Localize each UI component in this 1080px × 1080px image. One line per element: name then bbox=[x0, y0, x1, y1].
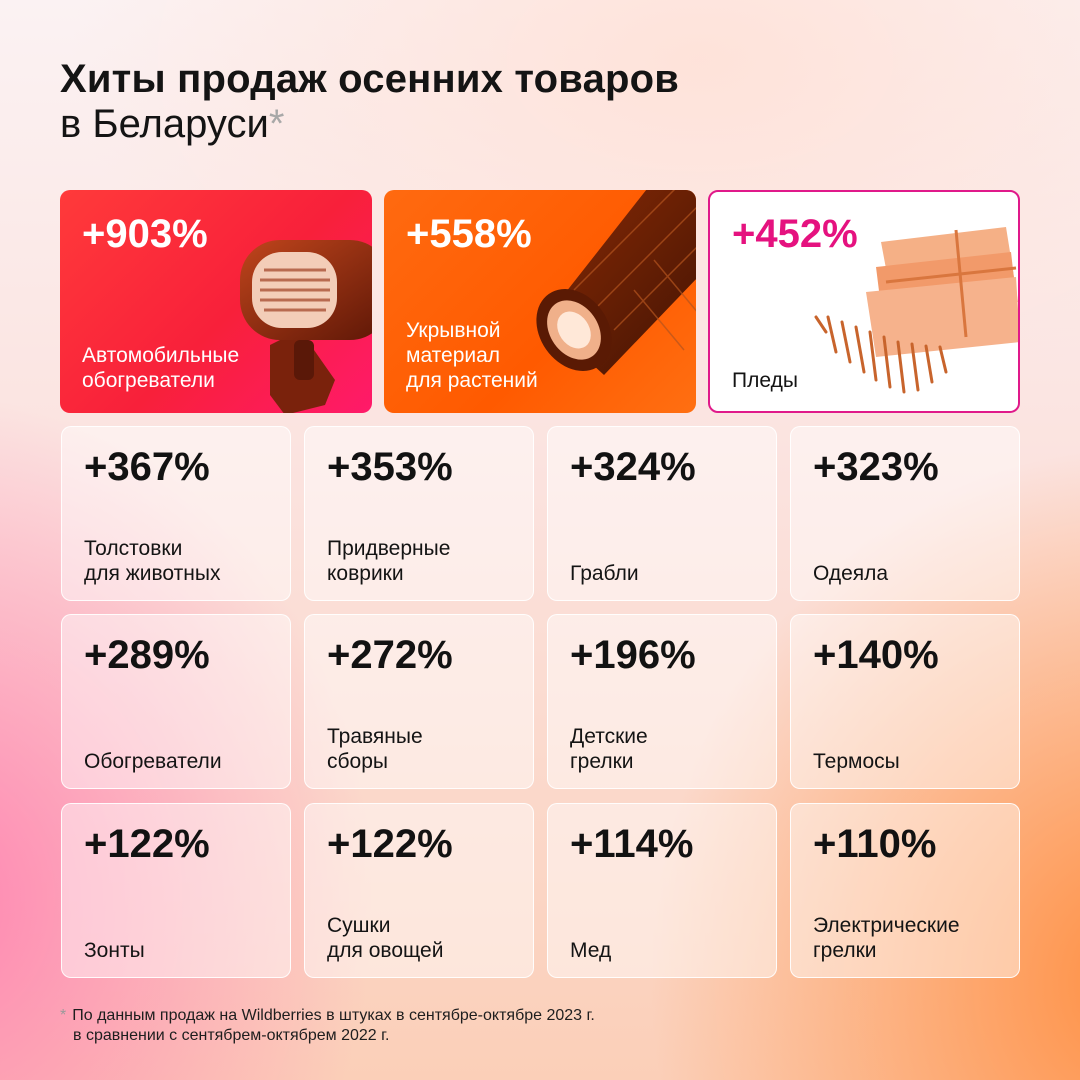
footnote-text-1: По данным продаж на Wildberries в штуках… bbox=[72, 1007, 595, 1024]
featured-label: Пледы bbox=[732, 369, 798, 392]
tile-pet-hoodies: +367% Толстовки для животных bbox=[61, 426, 291, 601]
featured-percent: +903% bbox=[82, 212, 208, 256]
tile-label: Придверные коврики bbox=[327, 537, 451, 585]
tile-honey: +114% Мед bbox=[547, 803, 777, 978]
subtitle-text: в Беларуси bbox=[60, 102, 269, 146]
featured-percent: +558% bbox=[406, 212, 532, 256]
tile-label: Одеяла bbox=[813, 562, 889, 585]
tile-percent: +122% bbox=[84, 822, 210, 866]
fabric-roll-icon bbox=[536, 190, 696, 375]
tile-percent: +289% bbox=[84, 633, 210, 677]
tile-label: Сушки для овощей bbox=[327, 914, 444, 962]
tile-doormats: +353% Придверные коврики bbox=[304, 426, 534, 601]
featured-card-cover-material: +558% Укрывной материал для растений bbox=[384, 190, 696, 413]
tile-label: Грабли bbox=[570, 562, 639, 585]
footnote-line-2: в сравнении с сентябрем-октябрем 2022 г. bbox=[73, 1027, 390, 1044]
tile-percent: +110% bbox=[813, 822, 937, 866]
featured-card-car-heaters: +903% Автомобильные обогреватели bbox=[60, 190, 372, 413]
tile-percent: +323% bbox=[813, 445, 939, 489]
tile-rakes: +324% Грабли bbox=[547, 426, 777, 601]
tile-label: Термосы bbox=[813, 750, 900, 773]
tile-label: Толстовки для животных bbox=[84, 537, 221, 585]
tile-label: Травяные сборы bbox=[327, 725, 423, 773]
tile-heaters: +289% Обогреватели bbox=[61, 614, 291, 789]
tile-percent: +196% bbox=[570, 633, 696, 677]
tile-electric-heating-pads: +110% Электрические грелки bbox=[790, 803, 1020, 978]
footnote-asterisk: * bbox=[60, 1007, 67, 1024]
footnote-line-1: * По данным продаж на Wildberries в штука… bbox=[60, 1006, 595, 1026]
tile-thermoses: +140% Термосы bbox=[790, 614, 1020, 789]
tile-herbal-teas: +272% Травяные сборы bbox=[304, 614, 534, 789]
featured-label: Укрывной материал для растений bbox=[406, 319, 538, 392]
page-title: Хиты продаж осенних товаров bbox=[60, 57, 680, 101]
heading: Хиты продаж осенних товаров в Беларуси* bbox=[60, 56, 679, 146]
tile-label: Детские грелки bbox=[570, 725, 648, 773]
tile-percent: +114% bbox=[570, 822, 694, 866]
tile-percent: +122% bbox=[327, 822, 453, 866]
tile-label: Мед bbox=[570, 939, 612, 962]
tile-percent: +367% bbox=[84, 445, 210, 489]
tile-label: Зонты bbox=[84, 939, 145, 962]
tile-kids-hot-water-bottles: +196% Детские грелки bbox=[547, 614, 777, 789]
tile-blankets: +323% Одеяла bbox=[790, 426, 1020, 601]
subtitle-asterisk: * bbox=[268, 102, 285, 146]
tile-umbrellas: +122% Зонты bbox=[61, 803, 291, 978]
tile-label: Электрические грелки bbox=[813, 914, 960, 962]
tile-percent: +272% bbox=[327, 633, 453, 677]
tile-percent: +140% bbox=[813, 633, 939, 677]
tile-percent: +324% bbox=[570, 445, 696, 489]
tile-vegetable-dryers: +122% Сушки для овощей bbox=[304, 803, 534, 978]
featured-percent: +452% bbox=[732, 212, 858, 256]
featured-label: Автомобильные обогреватели bbox=[82, 344, 240, 392]
page-subtitle: в Беларуси* bbox=[60, 102, 679, 146]
car-heater-icon bbox=[240, 240, 372, 413]
featured-card-plaids: +452% Пледы bbox=[708, 190, 1020, 413]
tile-percent: +353% bbox=[327, 445, 453, 489]
plaid-icon bbox=[814, 227, 1018, 394]
tile-label: Обогреватели bbox=[84, 750, 222, 773]
footnote: * По данным продаж на Wildberries в штука… bbox=[60, 1006, 595, 1046]
